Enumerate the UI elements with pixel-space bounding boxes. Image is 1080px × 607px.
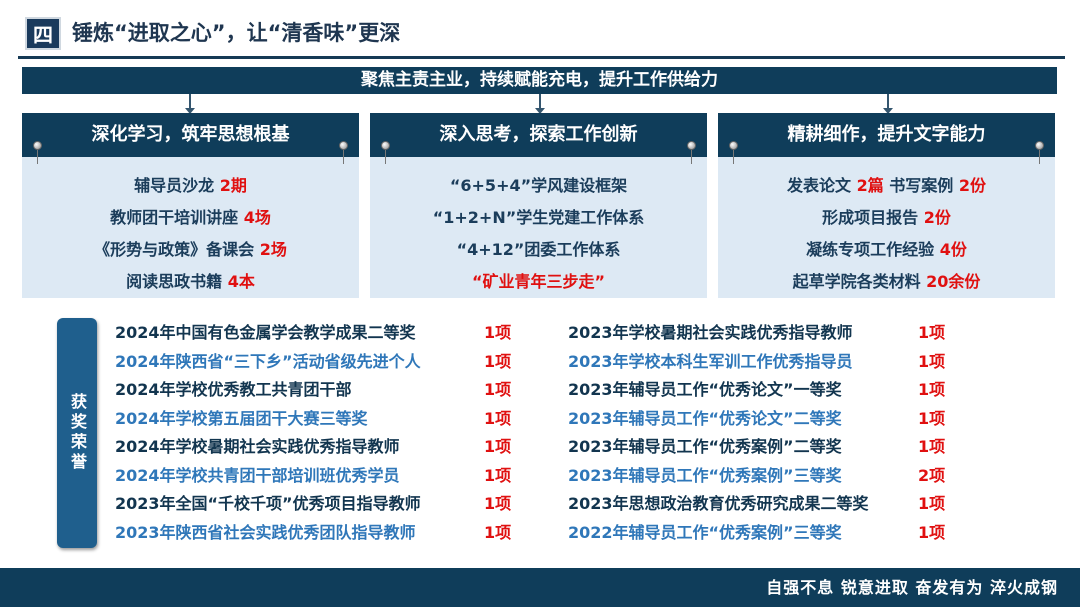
- award-name: 2024年学校第五届团干大赛三等奖: [115, 408, 368, 428]
- line-text: “1+2+N”学生党建工作体系: [432, 208, 645, 227]
- panel: 深入思考，探索工作创新 “6+5+4”学风建设框架 “1+2+N”学生党建工作体系…: [370, 113, 707, 298]
- award-name: 2023年思想政治教育优秀研究成果二等奖: [568, 494, 869, 513]
- pin-icon: [381, 141, 390, 164]
- award-count: 1项: [484, 465, 512, 485]
- panel-line: 凝练专项工作经验 4份: [718, 234, 1055, 266]
- line-text: 发表论文: [786, 176, 857, 195]
- award-count: 1项: [484, 408, 512, 428]
- line-highlight: 4份: [939, 240, 967, 259]
- panel-line: 起草学院各类材料 20余份: [718, 266, 1055, 298]
- line-highlight: 2场: [259, 240, 287, 259]
- award-name: 2023年全国“千校千项”优秀项目指导教师: [115, 494, 421, 513]
- pin-icon: [33, 141, 42, 164]
- line-text: 形成项目报告: [822, 208, 924, 227]
- section-number: 四: [25, 17, 61, 50]
- award-name: 2024年学校暑期社会实践优秀指导教师: [115, 437, 400, 456]
- award-name: 2024年陕西省“三下乡”活动省级先进个人: [115, 351, 421, 371]
- slogan: 自强不息 锐意进取 奋发有为 淬火成钢: [766, 578, 1058, 597]
- award-count: 1项: [918, 380, 946, 399]
- panel: 深化学习，筑牢思想根基 辅导员沙龙 2期 教师团干培训讲座 4场 《形势与政策》备课…: [22, 113, 359, 298]
- award-name: 2023年辅导员工作“优秀案例”三等奖: [568, 465, 842, 485]
- award-name: 2023年辅导员工作“优秀论文”一等奖: [568, 380, 842, 399]
- award-name: 2023年陕西省社会实践优秀团队指导教师: [115, 522, 416, 542]
- award-name: 2023年辅导员工作“优秀论文”二等奖: [568, 408, 842, 428]
- award-name: 2023年学校本科生军训工作优秀指导员: [568, 351, 853, 371]
- award-count: 1项: [918, 437, 946, 456]
- award-name: 2024年中国有色金属学会教学成果二等奖: [115, 323, 416, 342]
- line-text: 起草学院各类材料: [792, 272, 927, 291]
- page-title: 锤炼“进取之心”，让“清香味”更深: [72, 21, 401, 45]
- award-count: 1项: [918, 494, 946, 513]
- footer: 自强不息 锐意进取 奋发有为 淬火成钢: [0, 568, 1080, 607]
- arrow-down-icon: [535, 94, 545, 114]
- award-count: 1项: [484, 380, 512, 399]
- line-highlight: 4场: [243, 208, 271, 227]
- panel-line: “矿业青年三步走”: [370, 266, 707, 298]
- panel-line: 发表论文 2篇 书写案例 2份: [718, 170, 1055, 202]
- panel-line: 教师团干培训讲座 4场: [22, 202, 359, 234]
- pin-icon: [1035, 141, 1044, 164]
- panel-title: 深入思考，探索工作创新: [370, 113, 707, 157]
- banner: 聚焦主责主业，持续赋能充电，提升工作供给力: [22, 67, 1057, 94]
- award-name: 2023年学校暑期社会实践优秀指导教师: [568, 323, 853, 342]
- award-count: 1项: [918, 351, 946, 371]
- award-count: 1项: [918, 323, 946, 342]
- award-count: 1项: [484, 522, 512, 542]
- panel-line: 辅导员沙龙 2期: [22, 170, 359, 202]
- line-highlight: 2篇: [856, 176, 884, 195]
- line-text: 书写案例: [883, 176, 959, 195]
- line-highlight: 4本: [227, 272, 255, 291]
- award-count: 1项: [484, 494, 512, 513]
- line-highlight: “矿业青年三步走”: [471, 272, 606, 291]
- panel-line: 形成项目报告 2份: [718, 202, 1055, 234]
- line-text: 《形势与政策》备课会: [94, 240, 260, 259]
- divider: [18, 56, 1065, 59]
- award-count: 1项: [484, 437, 512, 456]
- line-highlight: 2份: [923, 208, 951, 227]
- panel-line: 阅读思政书籍 4本: [22, 266, 359, 298]
- panel-line: “1+2+N”学生党建工作体系: [370, 202, 707, 234]
- line-highlight: 20余份: [926, 272, 981, 291]
- arrow-down-icon: [185, 94, 195, 114]
- line-text: 教师团干培训讲座: [110, 208, 244, 227]
- award-count: 2项: [918, 465, 946, 485]
- awards-label: 获奖荣誉: [57, 318, 97, 548]
- award-name: 2024年学校优秀教工共青团干部: [115, 380, 352, 399]
- pin-icon: [339, 141, 348, 164]
- panel: 精耕细作，提升文字能力 发表论文 2篇 书写案例 2份 形成项目报告 2份 凝练专项…: [718, 113, 1055, 298]
- award-name: 2023年辅导员工作“优秀案例”二等奖: [568, 437, 842, 456]
- award-count: 1项: [484, 351, 512, 371]
- line-text: 凝练专项工作经验: [806, 240, 940, 259]
- panel-line: “4+12”团委工作体系: [370, 234, 707, 266]
- award-name: 2024年学校共青团干部培训班优秀学员: [115, 465, 400, 485]
- arrow-down-icon: [883, 94, 893, 114]
- panel-title: 精耕细作，提升文字能力: [718, 113, 1055, 157]
- panel-title: 深化学习，筑牢思想根基: [22, 113, 359, 157]
- award-count: 1项: [484, 323, 512, 342]
- award-count: 1项: [918, 408, 946, 428]
- panel-line: 《形势与政策》备课会 2场: [22, 234, 359, 266]
- award-name: 2022年辅导员工作“优秀案例”三等奖: [568, 522, 842, 542]
- panel-line: “6+5+4”学风建设框架: [370, 170, 707, 202]
- pin-icon: [687, 141, 696, 164]
- line-highlight: 2期: [219, 176, 247, 195]
- line-highlight: 2份: [958, 176, 986, 195]
- pin-icon: [729, 141, 738, 164]
- line-text: 阅读思政书籍: [126, 272, 228, 291]
- line-text: 辅导员沙龙: [134, 176, 220, 195]
- line-text: “6+5+4”学风建设框架: [449, 176, 628, 195]
- award-count: 1项: [918, 522, 946, 542]
- line-text: “4+12”团委工作体系: [456, 240, 621, 259]
